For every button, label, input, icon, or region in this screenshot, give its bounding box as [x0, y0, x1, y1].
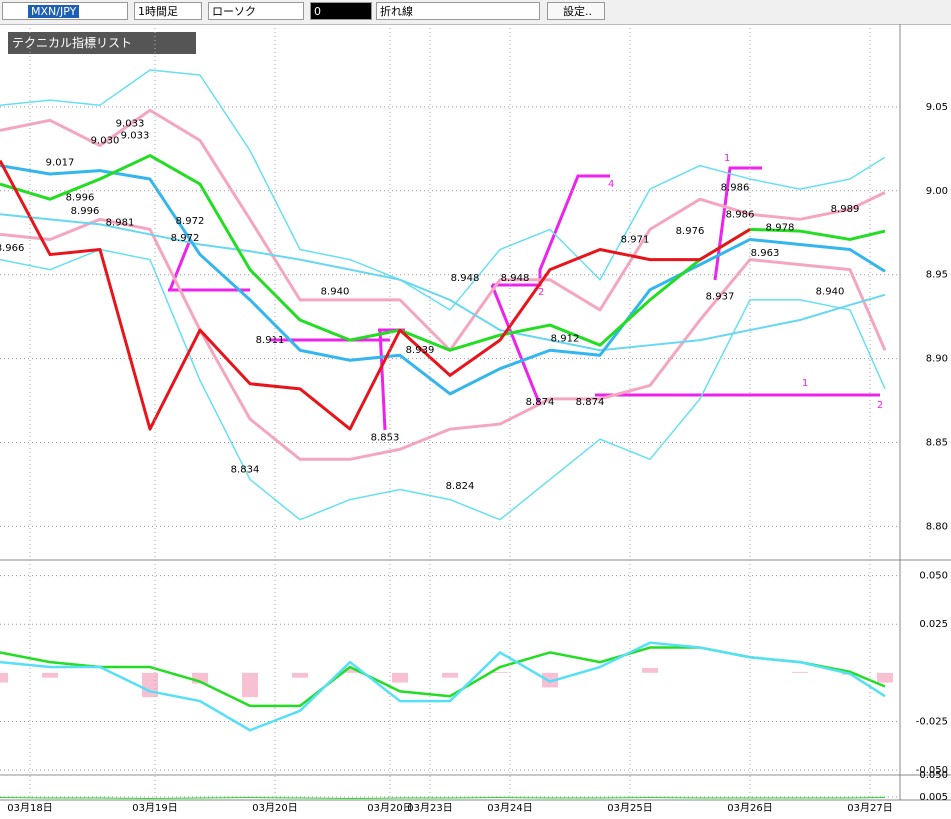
y-tick-label: 8.95 — [926, 270, 948, 281]
price-annotation: 8.986 — [726, 209, 755, 220]
y-tick-label: 9.00 — [926, 186, 948, 197]
series-line — [0, 641, 886, 732]
zigzag-line — [168, 166, 880, 431]
price-annotation: 8.940 — [321, 286, 350, 297]
y-tick-label: 9.05 — [926, 102, 948, 113]
y-tick-label: 0.050 — [919, 770, 948, 781]
marker: 4 — [608, 179, 614, 190]
price-annotation: 8.966 — [0, 243, 24, 254]
series-line — [0, 159, 751, 431]
y-tick-label: 0.050 — [919, 571, 948, 582]
series-line — [0, 69, 886, 311]
price-annotation: 8.912 — [551, 333, 580, 344]
price-annotation: 8.911 — [256, 335, 285, 346]
price-annotation: 8.939 — [406, 345, 435, 356]
price-annotation: 8.989 — [831, 204, 860, 215]
marker: 1 — [802, 378, 808, 389]
x-tick-label: 03月19日 — [132, 802, 177, 814]
histogram-bar — [442, 672, 458, 678]
price-annotation: 8.996 — [66, 193, 95, 204]
price-annotation: 8.972 — [171, 233, 200, 244]
price-annotation: 8.963 — [751, 248, 780, 259]
series-line — [0, 217, 887, 461]
chart: 2 4 1 1 2 9.059.008.958.908.858.809.0339… — [0, 24, 951, 814]
price-annotation: 9.033 — [116, 119, 145, 130]
settings-button[interactable]: 設定.. — [547, 2, 605, 20]
marker: 2 — [538, 287, 544, 298]
x-tick-label: 03月23日 — [407, 802, 452, 814]
histogram-bar — [792, 671, 808, 673]
series-line — [0, 797, 886, 800]
histogram-bar — [542, 672, 558, 688]
line-mode[interactable]: 折れ線 — [376, 2, 540, 20]
price-annotation: 8.986 — [721, 182, 750, 193]
marker: 2 — [877, 400, 883, 411]
timeframe-select[interactable]: 1時間足 — [134, 2, 202, 20]
price-annotation: 8.874 — [526, 397, 555, 408]
x-tick-label: 03月26日 — [727, 802, 772, 814]
x-tick-label: 03月20日 — [252, 802, 297, 814]
series-line — [0, 248, 886, 521]
price-annotation: 8.996 — [71, 206, 100, 217]
price-annotation: 8.853 — [371, 432, 400, 443]
histogram-bar — [292, 672, 308, 678]
price-annotation: 8.976 — [676, 226, 705, 237]
x-tick-label: 03月27日 — [847, 802, 892, 814]
histogram-bar — [192, 672, 208, 684]
x-tick-label: 03月20日 — [367, 802, 412, 814]
price-annotation: 8.940 — [816, 286, 845, 297]
x-tick-label: 03月25日 — [607, 802, 652, 814]
x-tick-label: 03月18日 — [7, 802, 52, 814]
price-annotation: 8.972 — [176, 216, 205, 227]
histogram-bar — [42, 672, 58, 678]
y-tick-label: 8.90 — [926, 354, 948, 365]
histogram-bar — [492, 671, 508, 673]
price-annotation: 8.834 — [231, 464, 260, 475]
histogram-bar — [342, 667, 358, 673]
y-tick-label: -0.050 — [916, 765, 948, 776]
y-tick-label: 0.005 — [919, 792, 948, 803]
series-line — [0, 164, 886, 396]
histogram-bar — [0, 672, 8, 683]
panel: 9.059.008.958.908.858.809.0339.0339.0309… — [0, 69, 951, 561]
price-annotation: 8.948 — [451, 273, 480, 284]
price-annotation: 8.937 — [706, 292, 735, 303]
histogram-bar — [642, 667, 658, 673]
toolbar: MXN/JPY 1時間足 ローソク 0 折れ線 設定.. — [0, 0, 951, 25]
symbol: MXN/JPY — [28, 5, 80, 18]
price-annotation: 8.971 — [621, 234, 650, 245]
series-line — [0, 154, 886, 352]
panel: 0.050 0.025 -0.025 -0.050 — [0, 571, 951, 776]
indicator-list[interactable]: テクニカル指標リスト — [8, 32, 196, 54]
histogram-bar — [242, 672, 258, 698]
price-annotation: 9.033 — [121, 130, 150, 141]
series-line — [0, 213, 886, 352]
histogram-bar — [392, 672, 408, 683]
price-annotation: 8.948 — [501, 273, 530, 284]
y-tick-label: -0.025 — [916, 716, 948, 727]
price-annotation: 8.874 — [576, 397, 605, 408]
price-annotation: 9.017 — [46, 157, 75, 168]
symbol-select[interactable]: MXN/JPY — [2, 2, 128, 20]
field-select[interactable]: 0 — [310, 2, 372, 20]
price-annotation: 8.981 — [106, 218, 135, 229]
price-annotation: 8.978 — [766, 223, 795, 234]
marker: 1 — [724, 153, 730, 164]
y-tick-label: 0.025 — [919, 619, 948, 630]
zigzag — [168, 166, 880, 431]
x-tick-label: 03月24日 — [487, 802, 532, 814]
histogram-bar — [877, 672, 893, 683]
price-annotation: 9.030 — [91, 135, 120, 146]
y-tick-label: 8.80 — [926, 521, 948, 532]
price-annotation: 8.824 — [446, 481, 475, 492]
style-select[interactable]: ローソク — [208, 2, 304, 20]
zigzag-labels: 2 4 1 1 2 — [538, 153, 883, 411]
y-tick-label: 8.85 — [926, 438, 948, 449]
